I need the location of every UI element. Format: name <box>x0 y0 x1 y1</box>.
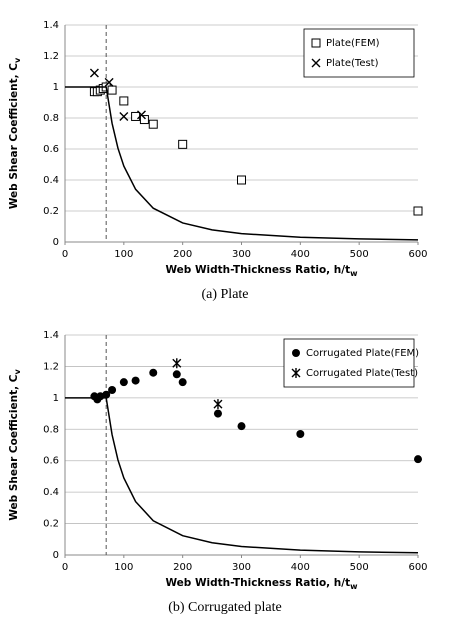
y-tick-label: 0.6 <box>43 456 59 467</box>
y-tick-label: 0 <box>53 550 59 561</box>
marker-asterisk <box>172 358 182 369</box>
y-tick-label: 0.2 <box>43 519 59 530</box>
y-tick-label: 0.4 <box>43 175 59 186</box>
marker-x <box>136 110 146 120</box>
caption: (a) Plate <box>201 287 248 302</box>
marker-x <box>311 58 321 68</box>
legend-box <box>303 28 415 78</box>
chart: 0 0.2 0.4 0.6 0.8 1 1.2 1.4 0 100 200 300 400 500 600 C… <box>8 330 428 615</box>
y-axis-label: Web Shear Coefficient, Cv <box>8 57 22 209</box>
marker-circle <box>102 390 111 399</box>
x-tick-label: 500 <box>350 562 369 573</box>
marker-circle <box>108 386 117 394</box>
marker-square <box>119 96 129 106</box>
x-tick-label: 300 <box>232 562 251 573</box>
marker-circle <box>149 368 158 377</box>
x-tick-label: 0 <box>62 249 68 260</box>
y-axis-label: Web Shear Coefficient, Cv <box>8 369 22 521</box>
x-tick-label: 200 <box>173 562 192 573</box>
y-tick-label: 0 <box>53 237 59 248</box>
y-tick-label: 0.8 <box>43 113 59 124</box>
x-tick-label: 600 <box>408 249 427 260</box>
marker-asterisk <box>213 399 223 410</box>
y-tick-label: 0.6 <box>43 144 59 155</box>
curve <box>65 86 419 241</box>
x-label-main: Web Width-Thickness Ratio, h/t <box>165 264 350 276</box>
marker-square <box>311 38 321 48</box>
x-label-sub: w <box>350 582 358 591</box>
marker-circle <box>414 455 422 464</box>
marker-circle <box>292 349 300 357</box>
x-tick-label: 0 <box>62 562 68 573</box>
x-axis-label: Web Width-Thickness Ratio, h/tw <box>165 577 358 591</box>
marker-circle <box>131 376 140 385</box>
x-tick-label: 100 <box>114 249 133 260</box>
marker-x <box>104 77 114 87</box>
y-label-sub: v <box>13 369 22 375</box>
y-tick-label: 1.2 <box>43 361 59 372</box>
x-axis-label: Web Width-Thickness Ratio, h/tw <box>165 264 358 278</box>
marker-x <box>119 111 129 121</box>
marker-square <box>139 115 149 125</box>
marker-square <box>148 119 158 129</box>
y-label-main: Web Shear Coefficient, C <box>8 374 20 520</box>
marker-x <box>89 68 99 78</box>
x-tick-label: 400 <box>291 249 310 260</box>
marker-square <box>237 175 246 185</box>
x-tick-label: 100 <box>114 562 133 573</box>
marker-circle <box>178 378 187 387</box>
marker-circle <box>172 370 181 379</box>
chart: 0 0.2 0.4 0.6 0.8 1 1.2 1.4 0 100 200 300 400 500 600 P… <box>8 20 428 302</box>
marker-circle <box>213 409 222 418</box>
legend-label: Plate(FEM) <box>326 38 380 49</box>
y-tick-label: 1.2 <box>43 51 59 62</box>
legend-label: Plate(Test) <box>326 58 379 69</box>
legend-label: Corrugated Plate(Test) <box>306 368 418 379</box>
marker-square <box>107 85 117 95</box>
marker-square <box>413 206 423 216</box>
marker-square <box>178 139 188 149</box>
legend-label: Corrugated Plate(FEM) <box>306 348 419 359</box>
marker-circle <box>237 422 246 431</box>
x-label-main: Web Width-Thickness Ratio, h/t <box>165 577 350 589</box>
x-tick-label: 500 <box>350 249 369 260</box>
legend-box <box>283 338 415 388</box>
x-tick-label: 600 <box>408 562 427 573</box>
x-tick-label: 400 <box>291 562 310 573</box>
x-label-sub: w <box>350 269 358 278</box>
caption: (b) Corrugated plate <box>168 600 282 615</box>
marker-asterisk <box>291 368 301 378</box>
y-tick-label: 0.2 <box>43 206 59 217</box>
y-tick-label: 1.4 <box>43 330 59 341</box>
marker-circle <box>296 430 305 438</box>
curve <box>65 397 419 554</box>
y-label-sub: v <box>13 57 22 63</box>
y-label-main: Web Shear Coefficient, C <box>8 63 20 209</box>
x-tick-label: 200 <box>173 249 192 260</box>
marker-circle <box>119 378 128 387</box>
y-tick-label: 0.8 <box>43 424 59 435</box>
y-tick-label: 1 <box>53 82 59 93</box>
y-tick-label: 0.4 <box>43 487 59 498</box>
x-tick-label: 300 <box>232 249 251 260</box>
marker-square <box>131 111 141 121</box>
y-tick-label: 1.4 <box>43 20 59 31</box>
y-tick-label: 1 <box>53 393 59 404</box>
